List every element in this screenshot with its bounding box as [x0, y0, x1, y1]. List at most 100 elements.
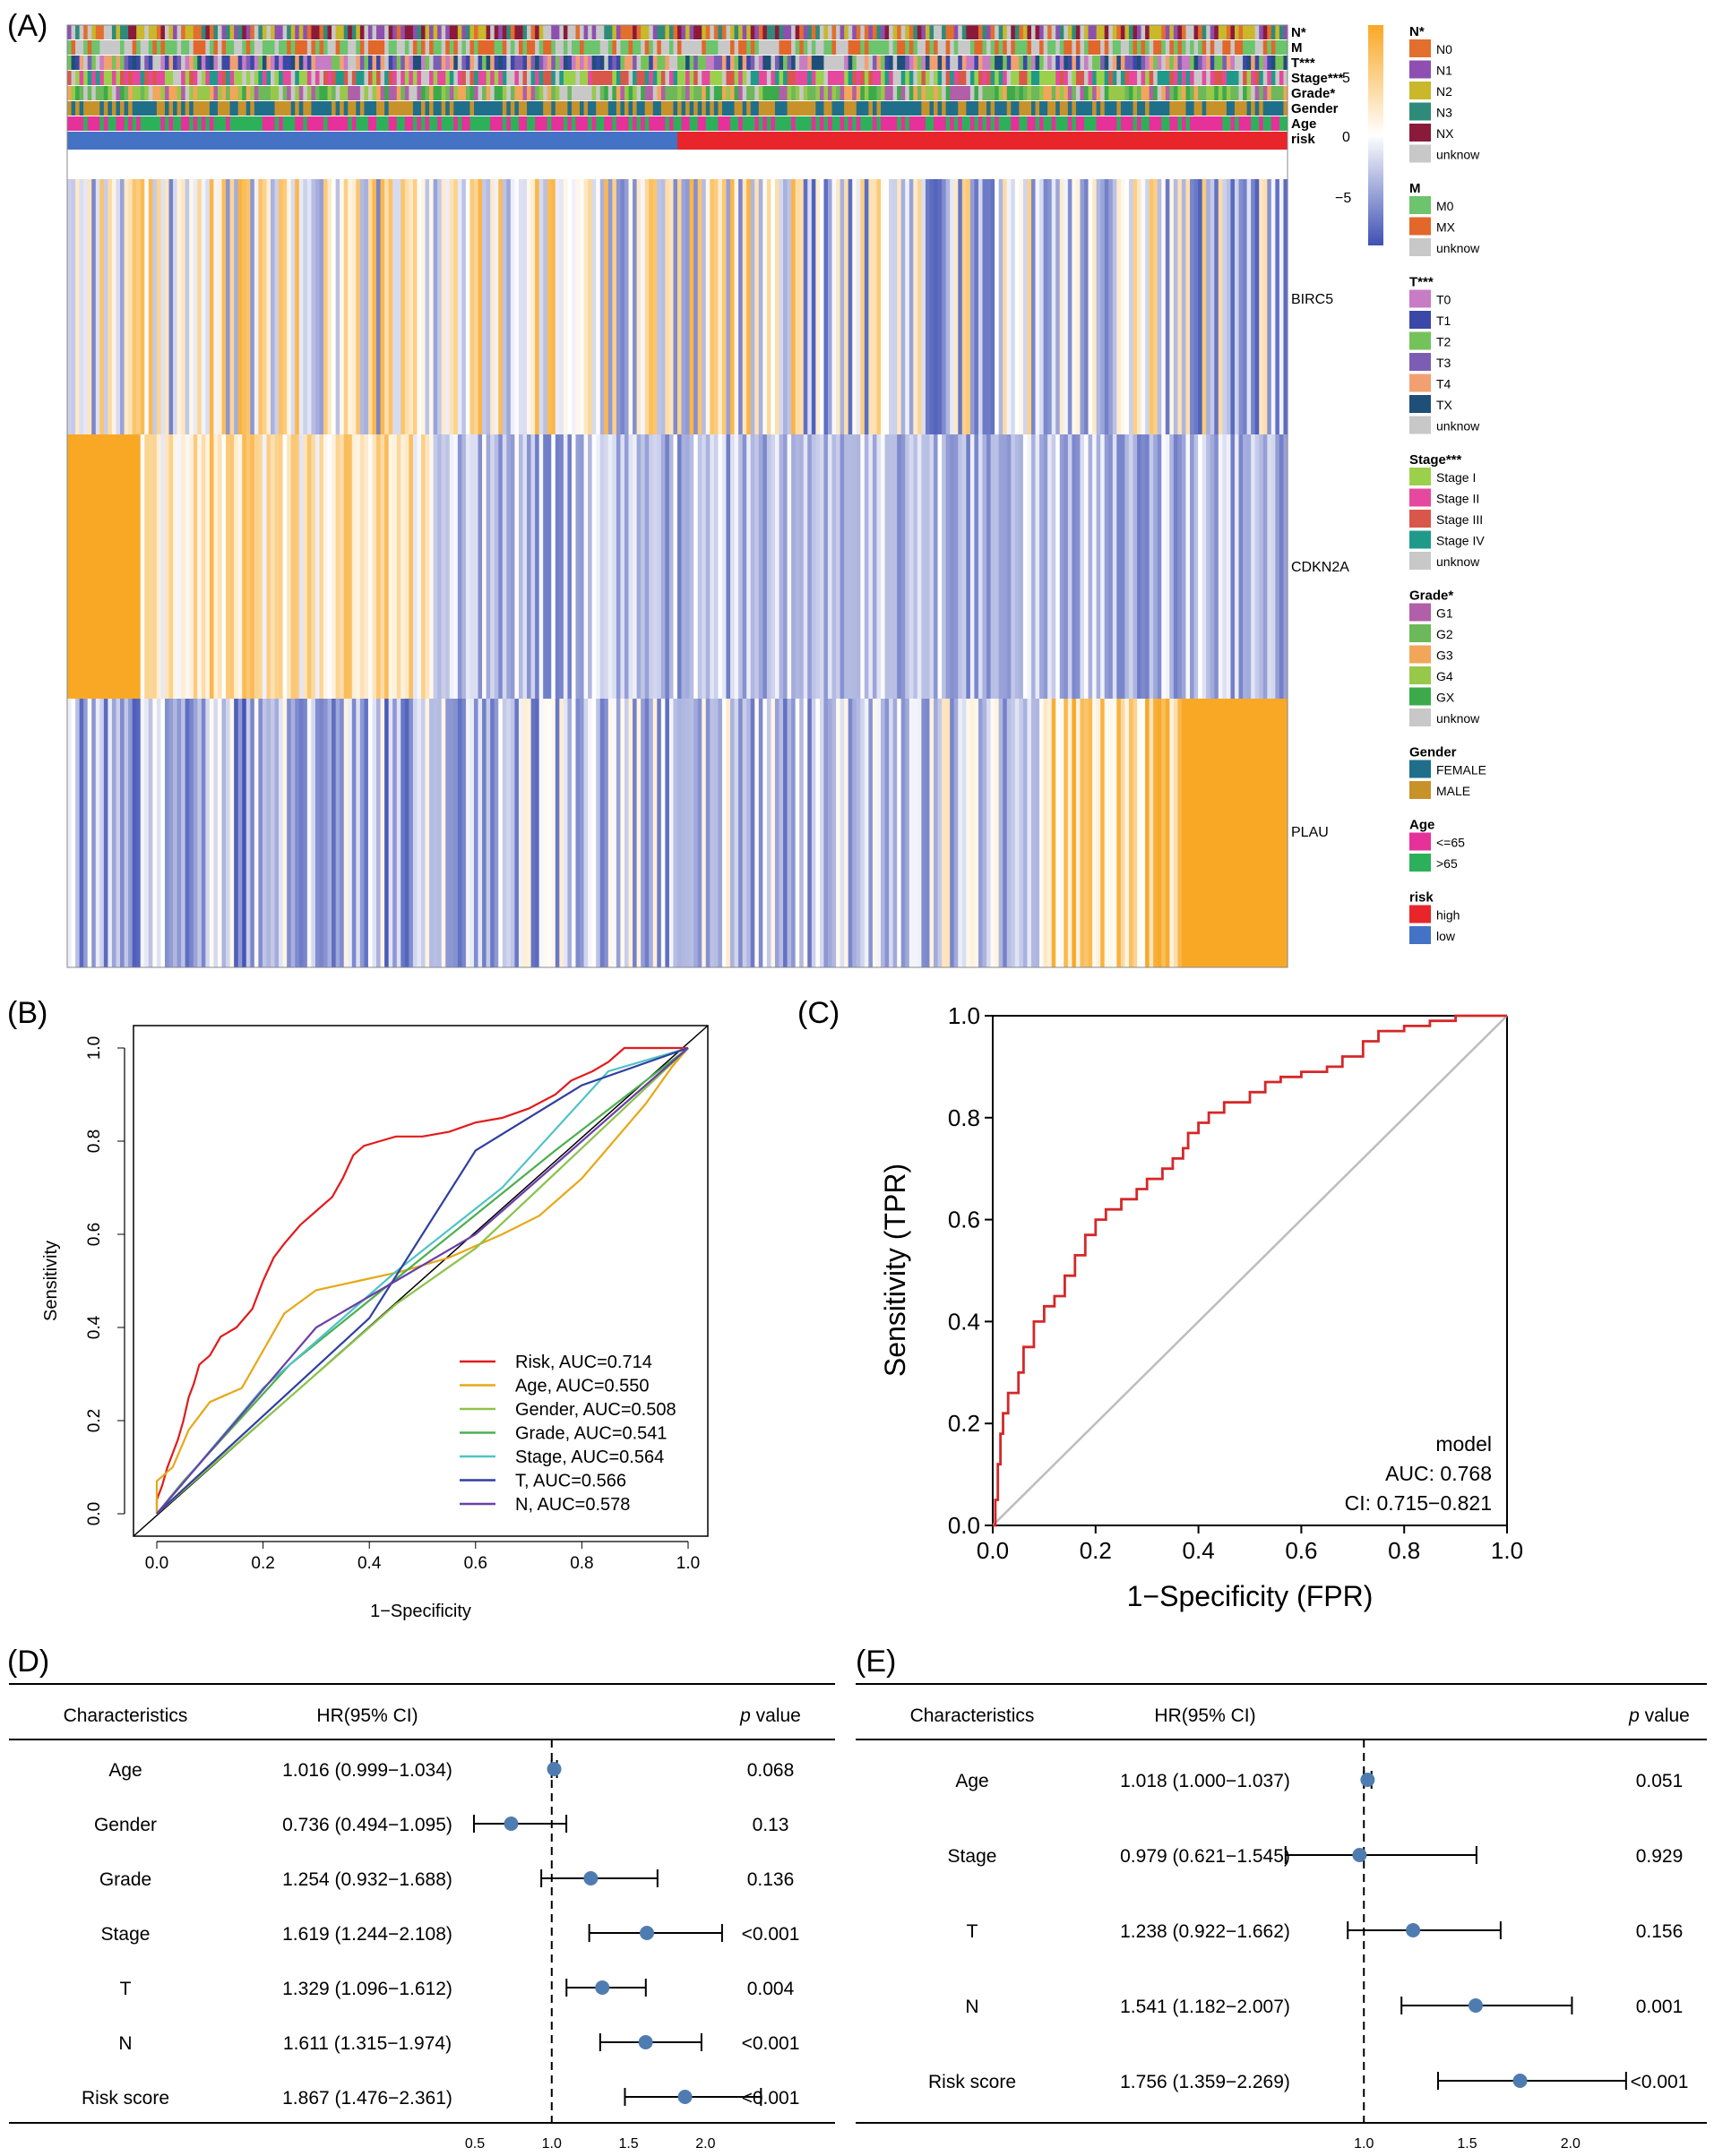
- heatmap-cell: [884, 434, 890, 699]
- annotation-cell: [250, 71, 255, 85]
- heatmap-cell: [1202, 179, 1207, 434]
- annotation-cell: [518, 40, 524, 55]
- annotation-cell: [420, 25, 426, 39]
- heatmap-cell: [1230, 434, 1236, 699]
- ci-label: CI: 0.715−0.821: [1345, 1491, 1492, 1515]
- annotation-cell: [197, 86, 202, 100]
- annotation-cell: [1022, 25, 1029, 39]
- annotation-cell: [168, 71, 174, 85]
- annotation-cell: [1075, 86, 1081, 100]
- annotation-cell: [412, 71, 418, 85]
- heatmap-cell: [702, 699, 707, 967]
- annotation-cell: [607, 40, 613, 55]
- annotation-cell: [156, 56, 162, 70]
- annotation-cell: [177, 71, 182, 85]
- heatmap-cell: [75, 434, 81, 699]
- heatmap-cell: [978, 179, 984, 434]
- annotation-cell: [478, 116, 483, 131]
- heatmap-cell: [657, 434, 662, 699]
- annotation-cell: [1210, 25, 1215, 39]
- annotation-cell: [779, 101, 784, 116]
- annotation-cell: [563, 25, 569, 39]
- annotation-cell: [274, 71, 280, 85]
- annotation-cell: [258, 25, 263, 39]
- legend-swatch: [1409, 311, 1431, 329]
- annotation-cell: [942, 56, 947, 70]
- annotation-cell: [437, 86, 443, 100]
- heatmap-cell: [1075, 699, 1081, 967]
- annotation-cell: [766, 116, 772, 131]
- annotation-cell: [1190, 40, 1195, 55]
- annotation-cell: [242, 25, 247, 39]
- annotation-cell: [702, 40, 707, 55]
- heatmap-cell: [620, 434, 625, 699]
- annotation-cell: [702, 101, 707, 116]
- annotation-cell: [348, 40, 353, 55]
- annotation-cell: [831, 56, 837, 70]
- heatmap-cell: [827, 434, 833, 699]
- annotation-cell: [1149, 25, 1154, 39]
- annotation-cell: [514, 116, 520, 131]
- heatmap-cell: [1019, 179, 1024, 434]
- heatmap-cell: [311, 699, 316, 967]
- annotation-cell: [840, 101, 845, 116]
- annotation-cell: [67, 116, 73, 131]
- annotation-cell: [209, 101, 215, 116]
- annotation-cell: [1080, 71, 1085, 85]
- annotation-cell: [494, 86, 499, 100]
- annotation-cell: [811, 71, 816, 85]
- annotation-cell: [282, 86, 288, 100]
- heatmap-cell: [766, 179, 772, 434]
- annotation-cell: [306, 101, 312, 116]
- annotation-cell: [262, 71, 268, 85]
- annotation-cell: [795, 86, 800, 100]
- heatmap-cell: [205, 699, 211, 967]
- annotation-cell: [409, 86, 414, 100]
- heatmap-cell: [1254, 699, 1260, 967]
- annotation-cell: [506, 25, 512, 39]
- annotation-cell: [1067, 56, 1072, 70]
- heatmap-cell: [234, 179, 239, 434]
- annotation-cell: [1006, 71, 1012, 85]
- annotation-cell: [1124, 56, 1130, 70]
- annotation-cell: [547, 71, 552, 85]
- annotation-cell: [974, 116, 979, 131]
- annotation-cell: [91, 56, 97, 70]
- annotation-cell: [266, 116, 271, 131]
- legend-swatch: [1409, 760, 1431, 778]
- annotation-cell: [469, 101, 475, 116]
- annotation-cell: [343, 116, 349, 131]
- annotation-cell: [164, 116, 170, 131]
- annotation-cell: [335, 25, 340, 39]
- annotation-cell: [641, 40, 646, 55]
- annotation-cell: [177, 86, 182, 100]
- heatmap-cell: [1226, 699, 1232, 967]
- heatmap-cell: [856, 434, 861, 699]
- annotation-cell: [713, 101, 719, 116]
- annotation-cell: [1104, 25, 1109, 39]
- annotation-cell: [762, 86, 768, 100]
- annotation-cell: [864, 40, 869, 55]
- annotation-cell: [872, 25, 878, 39]
- heatmap-cell: [1027, 434, 1032, 699]
- colorbar: [1368, 25, 1383, 245]
- annotation-cell: [1043, 56, 1048, 70]
- annotation-cell: [254, 25, 259, 39]
- heatmap-cell: [258, 434, 263, 699]
- annotation-cell: [738, 40, 744, 55]
- annotation-cell: [897, 71, 902, 85]
- annotation-cell: [1120, 86, 1125, 100]
- annotation-cell: [900, 56, 906, 70]
- heatmap-cell: [616, 699, 622, 967]
- annotation-cell: [689, 101, 694, 116]
- annotation-cell: [409, 56, 414, 70]
- annotation-cell: [864, 25, 869, 39]
- annotation-cell: [177, 101, 182, 116]
- annotation-cell: [311, 56, 316, 70]
- annotation-cell: [250, 86, 255, 100]
- y-tick-label: 1.0: [85, 1036, 104, 1060]
- row-label: Grade: [99, 1869, 151, 1890]
- annotation-cell: [998, 101, 1003, 116]
- annotation-cell: [1262, 86, 1268, 100]
- annotation-cell: [681, 56, 686, 70]
